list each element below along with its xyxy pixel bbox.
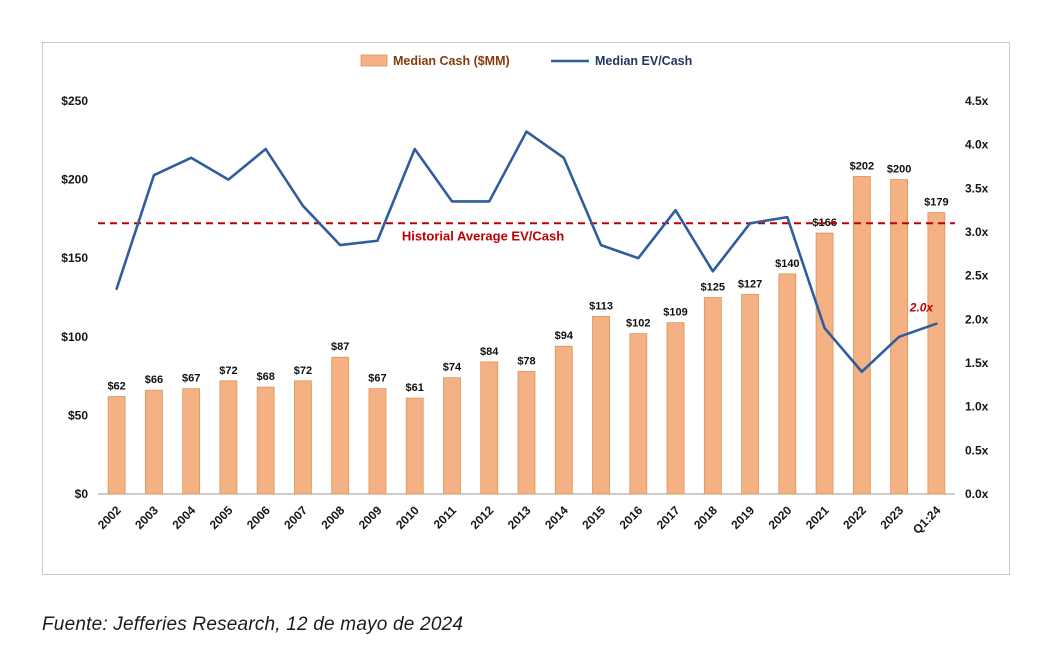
x-axis-label: 2004 xyxy=(169,503,198,532)
right-axis-tick: 3.0x xyxy=(965,225,989,239)
left-axis-tick: $50 xyxy=(68,408,88,422)
bar xyxy=(219,380,238,495)
bar-value-label: $67 xyxy=(368,373,386,385)
bar-value-label: $74 xyxy=(443,362,462,374)
bar xyxy=(405,397,424,495)
x-axis-label: 2018 xyxy=(691,503,720,532)
left-axis-tick: $250 xyxy=(61,94,88,108)
bar xyxy=(778,273,797,495)
legend-label-cash: Median Cash ($MM) xyxy=(393,54,510,68)
ev-cash-line xyxy=(115,130,938,374)
left-axis-tick: $150 xyxy=(61,251,88,265)
bar xyxy=(294,380,312,495)
bar xyxy=(554,345,573,495)
bar-value-label: $200 xyxy=(887,164,911,176)
bar-value-label: $109 xyxy=(663,307,687,319)
x-axis-label: 2008 xyxy=(319,503,348,532)
x-axis-label: 2019 xyxy=(728,503,757,532)
right-axis-tick: 0.0x xyxy=(965,487,989,501)
bar-value-label: $94 xyxy=(555,330,574,342)
bar-value-label: $67 xyxy=(182,373,200,385)
bar xyxy=(629,333,648,495)
chart-container: $0 $50 $100 $150 $200 $250 0.0x 0.5x 1.0x 1.5x 2.0… xyxy=(42,42,1010,575)
x-axis-label: 2009 xyxy=(356,503,385,532)
source-note: Fuente: Jefferies Research, 12 de mayo d… xyxy=(42,614,464,635)
right-axis-tick: 4.5x xyxy=(965,94,989,108)
chart-canvas: $0 $50 $100 $150 $200 $250 0.0x 0.5x 1.0x 1.5x 2.0… xyxy=(61,54,989,537)
bar-value-label: $61 xyxy=(406,382,424,394)
bar xyxy=(815,232,834,495)
left-axis-tick: $100 xyxy=(61,330,88,344)
bar xyxy=(741,293,759,495)
x-axis-label: 2022 xyxy=(840,503,869,532)
right-axis-tick: 1.0x xyxy=(965,400,989,414)
bar xyxy=(927,212,946,495)
bar-value-label: $102 xyxy=(626,318,650,330)
x-axis-label: 2013 xyxy=(505,503,534,532)
bar-value-label: $68 xyxy=(256,371,274,383)
point-annotation: 2.0x xyxy=(909,301,935,315)
x-axis-label: 2016 xyxy=(617,503,646,532)
x-axis-label: 2010 xyxy=(393,503,422,532)
bar xyxy=(107,396,126,495)
x-axis-label: 2007 xyxy=(281,503,310,532)
bar xyxy=(592,315,610,495)
bar-value-label: $78 xyxy=(517,355,535,367)
x-axis-label: 2017 xyxy=(654,503,683,532)
bar-value-label: $202 xyxy=(850,160,874,172)
bar xyxy=(368,388,387,495)
x-axis-label: 2003 xyxy=(132,503,161,532)
bar xyxy=(666,322,685,495)
bar xyxy=(182,388,201,495)
x-axis-label: 2015 xyxy=(579,503,608,532)
bar xyxy=(703,297,722,495)
x-axis-label: 2002 xyxy=(95,503,124,532)
x-axis-label: 2005 xyxy=(207,503,236,532)
x-axis-label: 2011 xyxy=(431,503,460,532)
right-axis-tick: 3.5x xyxy=(965,181,989,195)
bar-value-label: $84 xyxy=(480,346,499,358)
bar-value-label: $87 xyxy=(331,341,349,353)
bar-value-label: $72 xyxy=(294,365,312,377)
right-axis-tick: 2.5x xyxy=(965,269,989,283)
bar xyxy=(517,370,536,495)
bar-value-label: $72 xyxy=(219,365,237,377)
left-axis-tick: $200 xyxy=(61,173,88,187)
bar-value-label: $113 xyxy=(589,300,613,312)
bar xyxy=(144,389,163,495)
bar-value-label: $179 xyxy=(924,197,948,209)
legend-label-evcash: Median EV/Cash xyxy=(595,54,692,68)
bar-value-label: $62 xyxy=(107,381,125,393)
right-axis-tick: 1.5x xyxy=(965,356,989,370)
x-axis-label: 2012 xyxy=(468,503,497,532)
x-axis-label: 2006 xyxy=(244,503,273,532)
bar xyxy=(443,377,461,495)
x-axis-label: Q1:24 xyxy=(910,503,944,537)
x-axis-label: 2020 xyxy=(766,503,795,532)
bar-value-label: $140 xyxy=(775,258,799,270)
right-axis-tick: 0.5x xyxy=(965,443,989,457)
bar-value-label: $127 xyxy=(738,278,762,290)
bar xyxy=(256,386,275,495)
x-axis-label: 2023 xyxy=(877,503,906,532)
bar-value-label: $66 xyxy=(145,374,163,386)
legend-swatch-bar xyxy=(360,54,388,67)
right-axis-tick: 2.0x xyxy=(965,312,989,326)
left-axis-tick: $0 xyxy=(75,487,89,501)
bar xyxy=(852,176,871,495)
x-axis-label: 2014 xyxy=(542,503,571,532)
bar xyxy=(331,356,350,495)
bar-value-label: $125 xyxy=(701,282,725,294)
bar xyxy=(480,361,499,495)
x-axis-label: 2021 xyxy=(803,503,832,532)
average-line-label: Historial Average EV/Cash xyxy=(402,228,564,243)
right-axis-tick: 4.0x xyxy=(965,138,989,152)
